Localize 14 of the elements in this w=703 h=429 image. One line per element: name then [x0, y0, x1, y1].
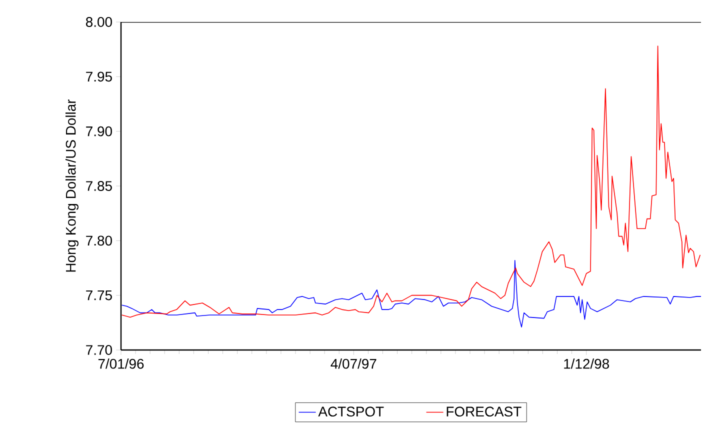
- x-tick-label: 1/12/98: [564, 358, 610, 369]
- y-tick-label: 7.85: [86, 181, 112, 191]
- legend-label: ACTSPOT: [318, 406, 384, 417]
- line-series: [121, 46, 701, 318]
- y-tick-label: 7.90: [86, 126, 112, 136]
- y-tick-label: 8.00: [86, 17, 112, 27]
- x-tick-label: 7/01/96: [98, 358, 144, 369]
- x-tick-label: 4/07/97: [330, 358, 376, 369]
- y-tick-label: 7.80: [86, 236, 112, 246]
- y-tick-label: 7.75: [86, 290, 112, 300]
- legend-label: FORECAST: [446, 406, 522, 417]
- y-tick-label: 7.95: [86, 72, 112, 82]
- y-axis-title: Hong Kong Dollar/US Dollar: [65, 99, 78, 272]
- y-tick-label: 7.70: [86, 345, 112, 355]
